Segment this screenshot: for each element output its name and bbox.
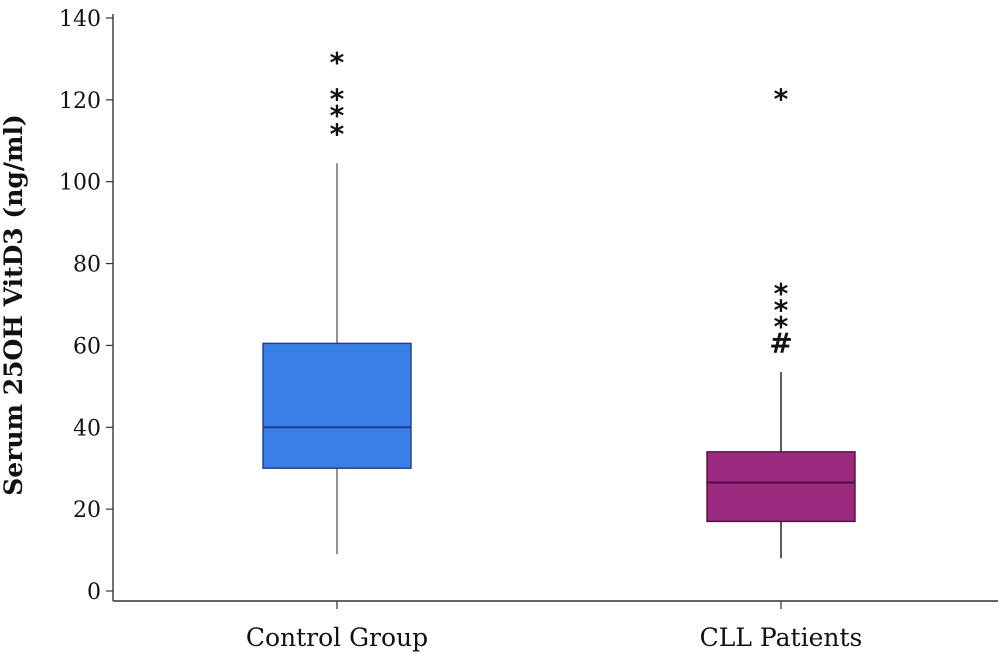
x-tick-label: Control Group [246, 623, 428, 652]
box-group: **** [262, 46, 412, 555]
box-iqr [262, 342, 412, 469]
outlier-marker: * [330, 46, 345, 79]
outlier-marker: * [774, 277, 789, 310]
x-tick-label: CLL Patients [700, 623, 863, 652]
y-tick-label: 140 [59, 7, 101, 32]
outlier-marker: * [330, 83, 345, 116]
y-tick-label: 80 [73, 253, 101, 278]
x-axis-ticks: Control Group CLL Patients [246, 601, 863, 652]
y-axis-title: Serum 25OH VitD3 (ng/ml) [0, 114, 28, 496]
box-group: #**** [706, 83, 856, 559]
box-iqr [706, 451, 856, 523]
axes [112, 14, 998, 602]
y-tick-label: 40 [73, 416, 101, 441]
y-tick-label: 100 [59, 171, 101, 196]
y-tick-label: 120 [59, 89, 101, 114]
outlier-marker: * [774, 293, 789, 326]
outlier-marker: * [330, 99, 345, 132]
y-tick-label: 20 [73, 498, 101, 523]
outlier-marker: # [769, 326, 792, 359]
y-tick-label: 0 [87, 580, 101, 605]
outlier-marker: * [330, 117, 345, 150]
y-tick-label: 60 [73, 334, 101, 359]
y-axis-ticks: 0 20 40 60 80 100 120 140 [59, 7, 113, 605]
outlier-marker: * [774, 310, 789, 343]
outlier-marker: * [774, 83, 789, 116]
boxes: ****#**** [262, 46, 856, 559]
